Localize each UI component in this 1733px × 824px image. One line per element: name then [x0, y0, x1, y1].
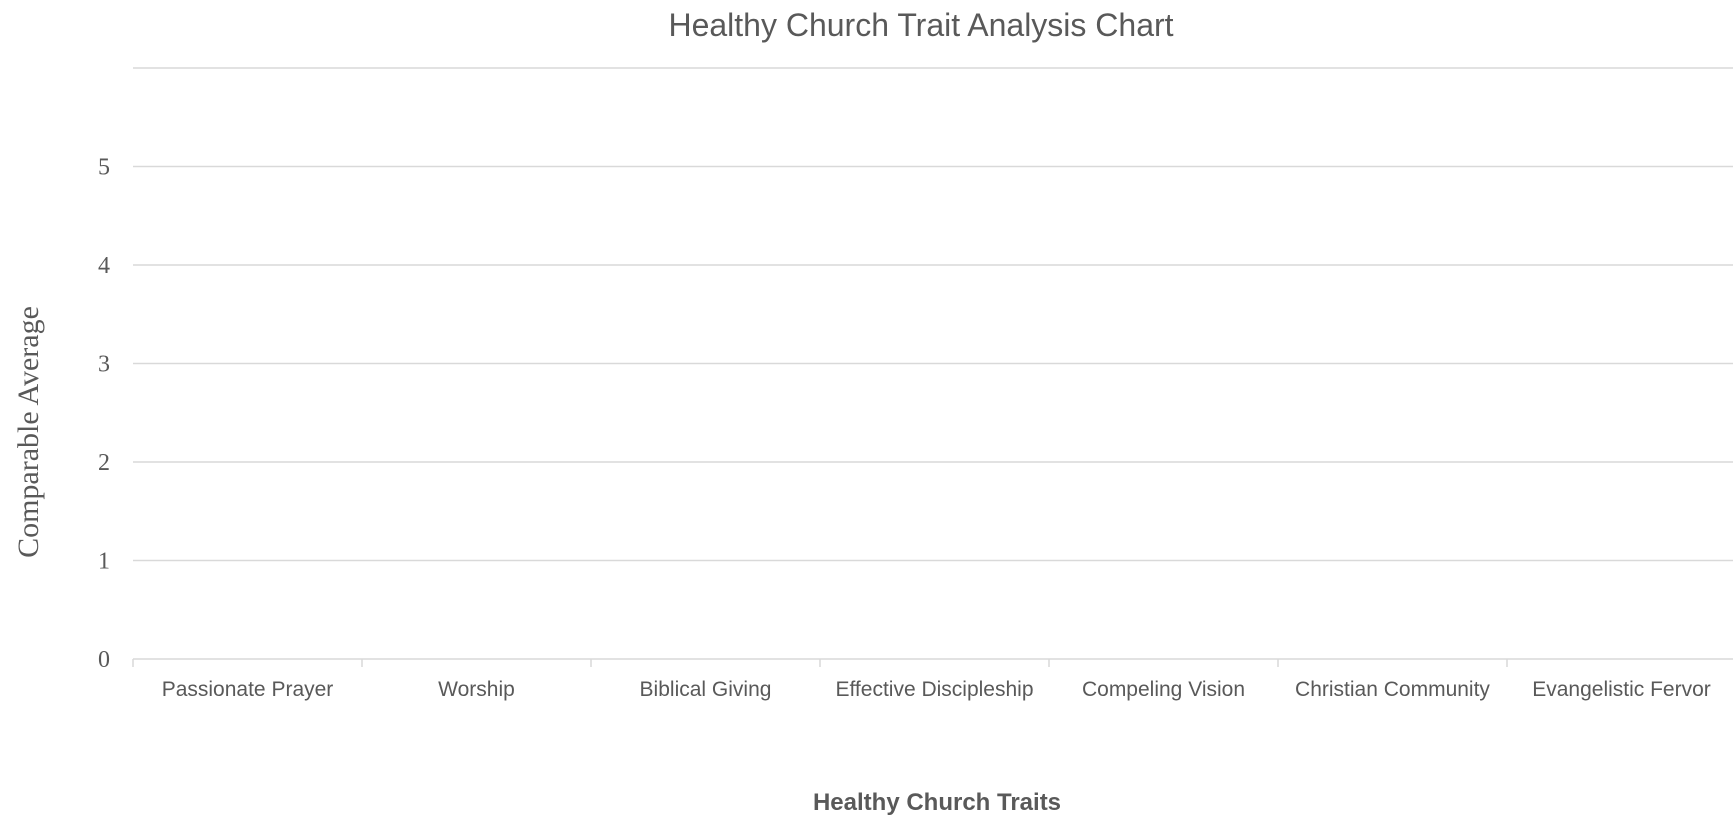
x-tick-label-6: Evangelistic Fervor [1532, 678, 1711, 701]
chart-title: Healthy Church Trait Analysis Chart [668, 7, 1173, 43]
y-tick-label-4: 4 [98, 253, 110, 279]
x-tick-label-0: Passionate Prayer [162, 678, 334, 701]
x-tick-label-1: Worship [438, 678, 515, 701]
y-tick-label-3: 3 [98, 352, 110, 378]
y-axis-label: Comparable Average [12, 306, 45, 558]
y-axis-ticks: 0 1 2 3 4 5 [98, 155, 110, 674]
x-tick-label-2: Biblical Giving [640, 678, 772, 701]
gridlines [133, 67, 1733, 660]
y-tick-label-5: 5 [98, 155, 110, 181]
x-axis-label: Healthy Church Traits [813, 789, 1061, 816]
y-tick-label-0: 0 [98, 647, 110, 673]
x-tick-label-5: Christian Community [1295, 678, 1490, 701]
x-tick-label-4: Compeling Vision [1082, 678, 1245, 701]
x-tick-label-3: Effective Discipleship [835, 678, 1033, 701]
y-tick-label-1: 1 [98, 549, 110, 575]
x-axis-ticks: Passionate Prayer Worship Biblical Giving E… [132, 659, 1711, 701]
y-tick-label-2: 2 [98, 450, 110, 476]
